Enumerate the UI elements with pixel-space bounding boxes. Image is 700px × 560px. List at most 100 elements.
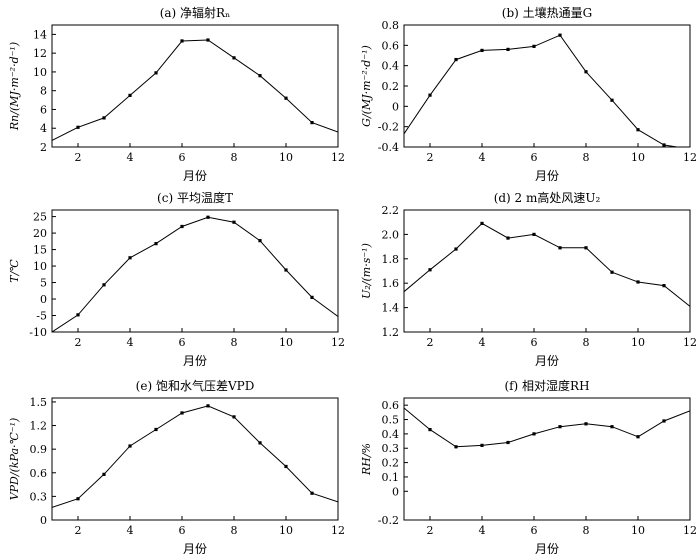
chart-title-5: (e) 饱和水气压差VPD (136, 378, 255, 393)
y-axis-label-4: U₂/(m·s⁻¹) (360, 243, 373, 299)
y-tick-label-6-6: 0.5 (382, 414, 400, 427)
y-tick-label-5-0: 0 (40, 514, 47, 527)
x-axis-label-1: 月份 (183, 169, 207, 183)
panel-1: (a) 净辐射Rₙ 2 4 6 8 10 12 2 4 6 8 10 12 14 月份 Rn/(MJ·m⁻²·… (8, 5, 345, 183)
y-tick-label-6-1: 0 (392, 485, 399, 498)
y-tick-label-2-4: 0.4 (382, 60, 400, 73)
panel-2: (b) 土壤热通量G 2 4 6 8 10 12 -0.4 -0.2 0 0.2 0.4 0.6 0.8 月… (360, 5, 697, 183)
y-axis-label-5: VPD/(kPa·℃⁻¹) (8, 418, 21, 501)
y-tick-label-6-5: 0.4 (382, 428, 400, 441)
x-tick-label-2-12: 12 (683, 151, 697, 164)
y-axis-label-6: RH/% (360, 443, 373, 476)
x-tick-label-5-8: 8 (231, 524, 238, 537)
series-line-4 (404, 222, 690, 307)
x-axis-label-4: 月份 (535, 354, 559, 368)
x-tick-label-5-4: 4 (127, 524, 134, 537)
data-point-3-7 (206, 215, 210, 219)
x-tick-label-4-10: 10 (631, 336, 645, 349)
x-tick-label-6-10: 10 (631, 524, 645, 537)
y-tick-label-2-2: 0 (392, 100, 399, 113)
data-point-3-10 (284, 268, 288, 272)
data-point-6-7 (558, 425, 562, 429)
data-point-4-2 (428, 268, 432, 272)
y-tick-label-1-2: 6 (40, 103, 47, 116)
y-tick-label-6-7: 0.6 (382, 399, 400, 412)
x-tick-label-2-4: 4 (479, 151, 486, 164)
y-tick-label-1-6: 14 (33, 28, 47, 41)
data-point-5-10 (284, 464, 288, 469)
y-tick-label-3-1: -5 (36, 310, 47, 323)
x-tick-label-1-2: 2 (75, 151, 82, 164)
data-point-1-3 (102, 116, 106, 120)
x-tick-label-5-2: 2 (75, 524, 82, 537)
data-point-2-3 (454, 57, 458, 62)
y-axis-label-1: Rn/(MJ·m⁻²·d⁻¹) (8, 42, 21, 131)
y-tick-label-3-5: 15 (33, 244, 47, 257)
data-point-5-6 (180, 411, 184, 415)
y-tick-label-6-2: 0.1 (382, 471, 400, 484)
panel-3: (c) 平均温度T 2 4 6 8 10 12 -10 -5 0 5 10 15 20 25 月份 T/℃ (8, 190, 345, 368)
y-tick-label-2-3: 0.2 (382, 80, 400, 93)
data-point-6-11 (662, 419, 666, 423)
y-tick-label-5-2: 0.6 (30, 467, 48, 480)
x-tick-label-6-4: 4 (479, 524, 486, 537)
data-point-3-8 (232, 220, 236, 224)
y-tick-label-4-2: 1.6 (382, 277, 400, 290)
data-point-1-9 (258, 74, 262, 78)
x-tick-label-2-6: 6 (531, 151, 538, 164)
y-tick-label-5-3: 0.9 (30, 443, 48, 456)
x-tick-label-4-8: 8 (583, 336, 590, 349)
x-tick-label-1-4: 4 (127, 151, 134, 164)
x-tick-label-2-2: 2 (427, 151, 434, 164)
plot-frame-4 (403, 209, 691, 333)
chart-title-6: (f) 相对湿度RH (504, 378, 589, 393)
data-point-6-9 (610, 425, 614, 429)
x-tick-label-6-8: 8 (583, 524, 590, 537)
data-point-5-9 (258, 441, 262, 445)
data-point-3-3 (102, 283, 106, 287)
y-tick-label-2-0: -0.4 (378, 141, 399, 154)
series-line-2 (404, 34, 681, 147)
data-point-4-5 (506, 236, 510, 240)
data-point-4-10 (636, 280, 640, 284)
data-point-6-3 (454, 445, 458, 449)
y-tick-label-1-3: 8 (40, 85, 47, 98)
y-tick-label-3-7: 25 (33, 211, 47, 224)
y-tick-label-1-0: 2 (40, 141, 47, 154)
data-point-6-6 (532, 432, 536, 436)
data-point-3-2 (76, 313, 80, 317)
y-tick-label-6-0: -0.2 (378, 514, 399, 527)
x-axis-label-2: 月份 (535, 169, 559, 183)
y-tick-label-5-1: 0.3 (30, 490, 48, 503)
data-point-2-7 (558, 33, 562, 37)
data-point-2-6 (532, 44, 536, 48)
data-point-1-5 (154, 71, 158, 75)
data-point-2-8 (584, 70, 588, 74)
plot-frame-5 (51, 397, 339, 521)
y-tick-label-6-4: 0.3 (382, 442, 400, 455)
panel-6: (f) 相对湿度RH 2 4 6 8 10 12 -0.2 00.10.2 0.30.40.5 0.… (360, 378, 697, 556)
x-tick-label-2-8: 8 (583, 151, 590, 164)
y-tick-label-3-2: 0 (40, 293, 47, 306)
y-tick-label-6-3: 0.2 (382, 457, 400, 470)
y-tick-label-4-5: 2.2 (382, 204, 400, 217)
data-point-1-4 (128, 93, 132, 97)
data-point-5-2 (76, 497, 80, 501)
x-tick-label-6-2: 2 (427, 524, 434, 537)
y-tick-label-4-1: 1.4 (382, 302, 400, 315)
y-tick-label-2-5: 0.6 (382, 39, 400, 52)
data-point-3-9 (258, 239, 262, 243)
data-point-5-4 (128, 444, 132, 448)
data-point-5-11 (310, 491, 314, 495)
chart-title-3: (c) 平均温度T (157, 190, 233, 205)
data-point-2-4 (480, 48, 484, 53)
x-tick-label-6-6: 6 (531, 524, 538, 537)
data-point-1-8 (232, 56, 236, 60)
data-point-3-6 (180, 224, 184, 229)
data-point-5-7 (206, 404, 210, 408)
plot-frame-3 (51, 209, 339, 333)
x-tick-label-3-10: 10 (279, 336, 293, 349)
y-tick-label-3-6: 20 (33, 227, 47, 240)
x-tick-label-5-6: 6 (179, 524, 186, 537)
